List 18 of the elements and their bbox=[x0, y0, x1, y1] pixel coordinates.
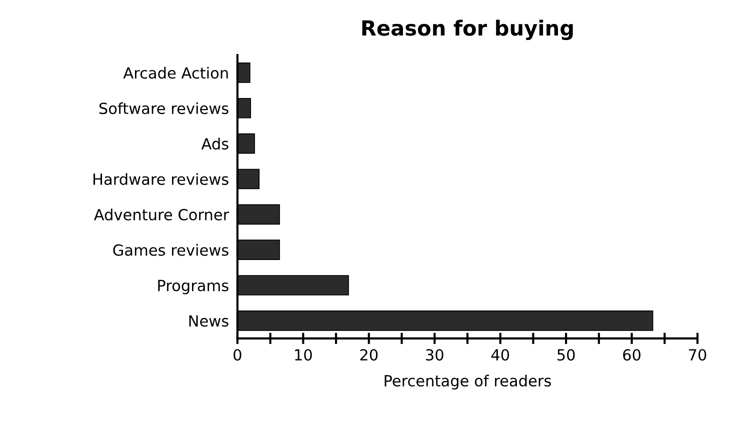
x-tick-label: 50 bbox=[558, 349, 575, 361]
y-tick-label: Hardware reviews bbox=[94, 173, 228, 186]
y-tick-label: Games reviews bbox=[113, 244, 228, 256]
y-tick-label: Ads bbox=[201, 138, 228, 150]
y-tick-label: Arcade Action bbox=[123, 66, 228, 79]
y-tick-label: Adventure Corner bbox=[94, 208, 230, 220]
x-tick-label: 70 bbox=[689, 349, 706, 361]
x-tick-label: 40 bbox=[491, 349, 510, 361]
x-tick-label: 10 bbox=[295, 349, 312, 361]
x-axis-title: Percentage of readers bbox=[384, 374, 551, 390]
y-tick-label: Software reviews bbox=[99, 102, 228, 114]
x-tick-label: 60 bbox=[623, 349, 640, 361]
x-tick-label: 30 bbox=[426, 349, 444, 361]
y-tick-label: Programs bbox=[158, 280, 228, 294]
x-tick-label: 0 bbox=[234, 349, 242, 361]
chart-title: Reason for buying bbox=[362, 20, 573, 40]
x-tick-label: 20 bbox=[360, 349, 378, 361]
y-tick-label: News bbox=[189, 315, 228, 327]
